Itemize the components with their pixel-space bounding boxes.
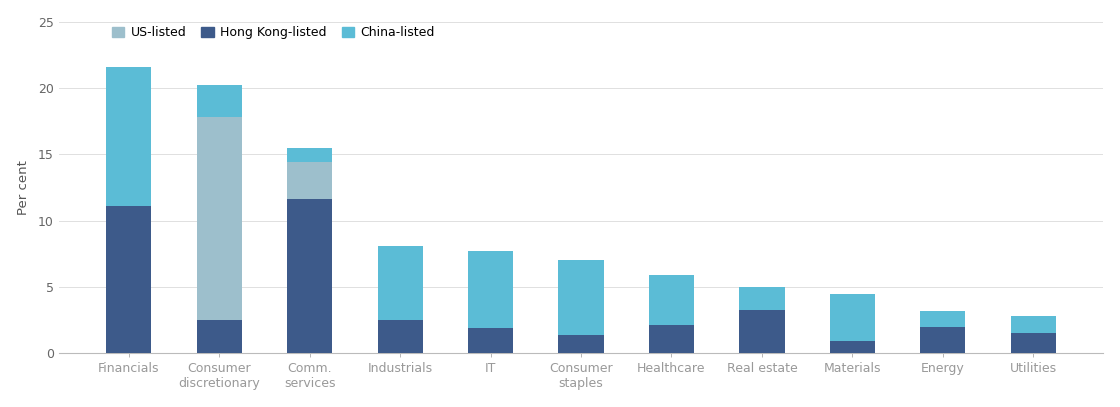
Bar bbox=[739, 287, 784, 310]
Bar bbox=[377, 246, 422, 320]
Bar bbox=[559, 335, 604, 353]
Bar bbox=[197, 320, 242, 353]
Bar bbox=[830, 341, 875, 353]
Bar bbox=[468, 251, 513, 328]
Bar bbox=[377, 320, 422, 353]
Bar bbox=[197, 85, 242, 117]
Bar bbox=[468, 328, 513, 353]
Bar bbox=[559, 260, 604, 335]
Bar bbox=[648, 326, 694, 353]
Bar bbox=[648, 275, 694, 326]
Bar bbox=[197, 117, 242, 320]
Bar bbox=[1010, 333, 1056, 353]
Legend: US-listed, Hong Kong-listed, China-listed: US-listed, Hong Kong-listed, China-liste… bbox=[106, 21, 440, 44]
Bar bbox=[287, 199, 333, 353]
Bar bbox=[287, 162, 333, 199]
Bar bbox=[739, 310, 784, 353]
Bar bbox=[921, 311, 965, 327]
Bar bbox=[106, 206, 151, 353]
Bar bbox=[1010, 316, 1056, 333]
Bar bbox=[287, 148, 333, 162]
Bar bbox=[830, 293, 875, 341]
Bar bbox=[106, 67, 151, 206]
Y-axis label: Per cent: Per cent bbox=[17, 160, 29, 215]
Bar bbox=[921, 327, 965, 353]
